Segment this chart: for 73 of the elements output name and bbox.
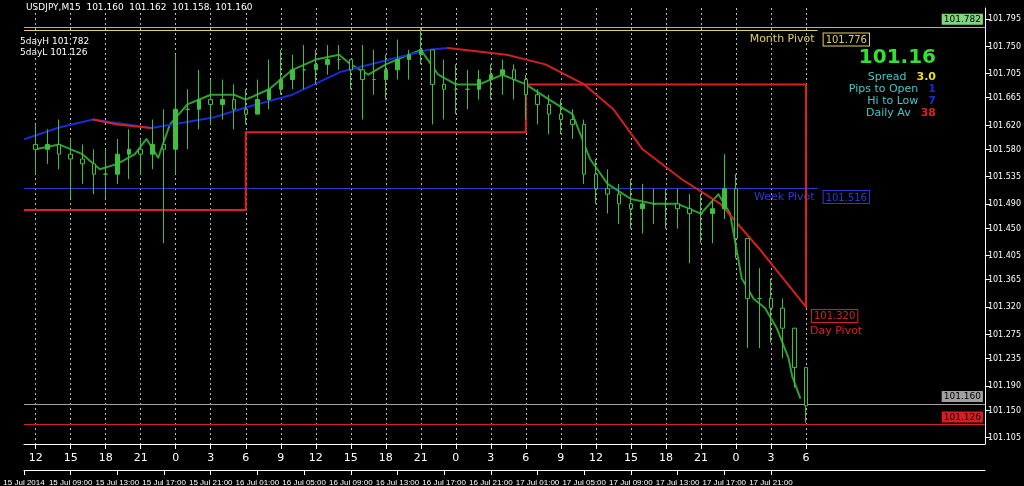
x2-tick-label: 21	[413, 451, 428, 464]
y-tick-label: 101.105	[987, 432, 1022, 442]
annotation: Hi to Low 7	[867, 93, 936, 107]
y-tick-label: 101.190	[987, 381, 1022, 391]
x2-tick-label: 15	[623, 451, 638, 464]
y-tick-label: 101.320	[987, 302, 1022, 312]
chart-title: USDJPY,M15 101.160 101.162 101.158 101.160	[26, 1, 253, 12]
x-tick-label: 17 Jul 09:00	[609, 477, 654, 486]
y-tick-label: 101.150	[987, 405, 1022, 415]
x2-tick-label: 9	[557, 451, 565, 464]
x-tick-label: 16 Jul 05:00	[282, 477, 327, 486]
y-tick-label: 101.795	[987, 14, 1022, 24]
ref-line-label: 101.126	[943, 412, 982, 423]
x2-tick-label: 3	[207, 451, 215, 464]
x-tick-label: 17 Jul 01:00	[515, 477, 560, 486]
annotation: Spread 3.0	[867, 69, 937, 83]
x2-tick-label: 6	[242, 451, 250, 464]
series-label: Day Pivot	[809, 324, 863, 338]
x2-tick-label: 21	[133, 451, 148, 464]
y-tick-label: 101.490	[987, 199, 1022, 209]
y-tick-label: 101.535	[987, 172, 1022, 182]
x-tick-label: 16 Jul 13:00	[375, 477, 420, 486]
x-tick-label: 17 Jul 13:00	[655, 477, 700, 486]
x2-tick-label: 18	[98, 451, 113, 464]
annotation: Pips to Open 1	[848, 81, 936, 95]
x-tick-label: 16 Jul 21:00	[469, 477, 514, 486]
y-tick-label: 101.750	[987, 41, 1022, 51]
x-tick-label: 15 Jul 09:00	[48, 477, 94, 486]
annotation: 101.516	[825, 191, 867, 203]
y-tick-label: 101.235	[987, 354, 1022, 363]
x2-tick-label: 21	[693, 451, 708, 464]
annotation: 101.16	[858, 44, 937, 68]
annotation: 101.320	[813, 310, 856, 322]
y-tick-label: 101.620	[987, 120, 1022, 130]
y-tick-label: 101.365	[987, 275, 1022, 285]
x2-tick-label: 0	[732, 451, 740, 464]
ref-line-label: 101.782	[943, 14, 981, 25]
annotation: Daily Av 38	[865, 105, 936, 119]
annotation: 5dayH 101.782	[20, 35, 90, 46]
x2-tick-label: 12	[588, 451, 603, 464]
x-tick-label: 17 Jul 17:00	[702, 477, 747, 486]
ref-line-label: 101.160	[943, 391, 982, 402]
y-tick-label: 101.705	[987, 68, 1022, 78]
y-tick-label: 101.580	[987, 144, 1022, 154]
y-tick-label: 101.665	[987, 93, 1022, 103]
x-tick-label: 17 Jul 21:00	[749, 477, 794, 486]
annotation: 5dayL 101.126	[20, 46, 88, 57]
x2-tick-label: 3	[487, 451, 495, 464]
x2-tick-label: 0	[172, 451, 180, 464]
x-tick-label: 15 Jul 21:00	[188, 477, 234, 486]
x2-tick-label: 18	[658, 451, 673, 464]
x2-tick-label: 3	[767, 451, 775, 464]
x2-tick-label: 15	[63, 451, 78, 464]
x-tick-label: 16 Jul 09:00	[328, 477, 374, 486]
x2-tick-label: 6	[802, 451, 810, 464]
y-tick-label: 101.275	[987, 329, 1022, 339]
x-tick-label: 15 Jul 2014	[3, 477, 46, 486]
x-tick-label: 16 Jul 17:00	[422, 477, 467, 486]
x2-tick-label: 6	[522, 451, 530, 464]
x2-tick-label: 9	[277, 451, 285, 464]
x2-tick-label: 18	[378, 451, 393, 464]
ref-line-label: Month Pivot	[749, 32, 816, 46]
x-tick-label: 17 Jul 05:00	[562, 477, 607, 486]
x2-tick-label: 15	[343, 451, 358, 464]
x-tick-label: 16 Jul 01:00	[235, 477, 280, 486]
y-tick-label: 101.450	[987, 223, 1022, 233]
annotation: 101.776	[825, 33, 867, 45]
x2-tick-label: 0	[452, 451, 460, 464]
x-tick-label: 15 Jul 13:00	[95, 477, 140, 486]
x-tick-label: 15 Jul 17:00	[142, 477, 187, 486]
x2-tick-label: 12	[308, 451, 323, 464]
y-tick-label: 101.405	[987, 250, 1022, 260]
x2-tick-label: 12	[28, 451, 43, 464]
